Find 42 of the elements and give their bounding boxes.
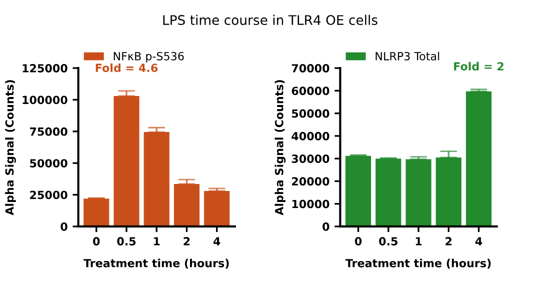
y-tick-label: 50000 xyxy=(30,159,68,168)
annotation: Fold = 2 xyxy=(454,62,504,71)
bar xyxy=(376,158,402,226)
y-tick-label: 100000 xyxy=(22,96,68,104)
bar xyxy=(114,96,140,226)
x-tick-label: 2 xyxy=(446,237,452,246)
x-tick-label: 0 xyxy=(93,237,100,246)
y-tick-label: 50000 xyxy=(292,109,330,118)
y-tick-label: 25000 xyxy=(30,190,68,200)
y-tick-label: 125000 xyxy=(22,64,68,72)
legend-label: NFκB p-S536 xyxy=(114,52,184,63)
bar xyxy=(466,91,492,226)
bar xyxy=(144,132,170,226)
bar xyxy=(406,159,432,226)
legend-label: NLRP3 Total xyxy=(376,52,440,60)
y-tick-label: 10000 xyxy=(292,200,330,208)
y-tick-label: 30000 xyxy=(292,154,330,163)
x-tick-label: 0 xyxy=(354,237,362,246)
y-tick-label: 0 xyxy=(322,222,330,231)
y-tick-label: 75000 xyxy=(30,127,68,136)
x-tick-label: 4 xyxy=(213,237,220,246)
x-tick-label: 0.5 xyxy=(117,237,136,246)
x-tick-label: 2 xyxy=(184,237,190,246)
y-tick-label: 60000 xyxy=(292,86,330,96)
x-axis-title: Treatment time (hours) xyxy=(345,258,491,269)
y-axis-title: Alpha Signal (Counts) xyxy=(5,80,16,216)
y-tick-label: 0 xyxy=(60,222,68,231)
bar xyxy=(174,184,200,226)
y-axis-title: Alpha Signal (Counts) xyxy=(274,80,286,216)
bar xyxy=(345,156,372,226)
y-tick-label: 70000 xyxy=(292,64,330,72)
x-tick-label: 1 xyxy=(416,237,422,246)
x-tick-label: 4 xyxy=(475,237,482,246)
y-tick-label: 20000 xyxy=(292,177,330,186)
x-tick-label: 0.5 xyxy=(379,237,398,246)
y-tick-label: 40000 xyxy=(292,132,330,140)
annotation: Fold = 4.6 xyxy=(96,63,158,72)
bar xyxy=(84,198,110,226)
bar xyxy=(204,190,230,226)
x-tick-label: 1 xyxy=(154,237,160,246)
x-axis-title: Treatment time (hours) xyxy=(84,258,229,269)
text: LPS time course in TLR4 OE cells xyxy=(163,14,378,26)
